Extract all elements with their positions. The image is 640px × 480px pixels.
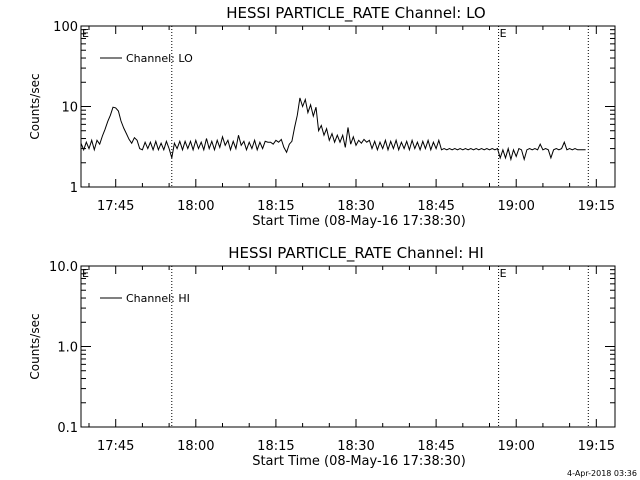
x-tick-label: 17:45 — [97, 199, 134, 214]
x-axis-label: Start Time (08-May-16 17:38:30) — [252, 454, 466, 469]
x-tick-label: 18:30 — [337, 439, 374, 454]
y-tick-label: 0.1 — [57, 421, 78, 436]
x-tick-label: 18:45 — [417, 439, 454, 454]
footer-stamp: 4-Apr-2018 03:36 — [567, 469, 637, 478]
x-tick-label: 18:15 — [257, 439, 294, 454]
plot-frame — [80, 265, 616, 428]
x-tick-label: 19:00 — [497, 199, 534, 214]
chart-panel-hi: HESSI PARTICLE_RATE Channel: HI Counts/se… — [28, 244, 616, 469]
x-tick-label: 18:00 — [177, 199, 214, 214]
edge-annotation: E — [82, 267, 89, 280]
edge-annotation: E — [82, 27, 89, 40]
x-tick-label: 18:00 — [177, 439, 214, 454]
y-axis-label: Counts/sec — [28, 313, 42, 379]
legend-label: Channel: HI — [126, 292, 190, 305]
chart-title: HESSI PARTICLE_RATE Channel: HI — [228, 244, 484, 263]
event-annotation: E — [500, 27, 507, 40]
plot-frame — [80, 25, 616, 188]
y-tick-label: 1 — [70, 181, 78, 196]
y-tick-label: 10 — [61, 101, 78, 116]
x-tick-label: 17:45 — [97, 439, 134, 454]
chart-panel-lo: HESSI PARTICLE_RATE Channel: LO Counts/se… — [28, 4, 616, 229]
y-tick-label: 10.0 — [49, 260, 78, 275]
x-tick-label: 18:30 — [337, 199, 374, 214]
event-annotation: E — [500, 267, 507, 280]
x-axis-label: Start Time (08-May-16 17:38:30) — [252, 214, 466, 229]
chart-title: HESSI PARTICLE_RATE Channel: LO — [226, 4, 485, 23]
y-tick-label: 1.0 — [57, 341, 78, 356]
x-tick-label: 18:45 — [417, 199, 454, 214]
legend-label: Channel: LO — [126, 52, 193, 65]
x-tick-label: 19:15 — [578, 199, 615, 214]
x-tick-label: 19:00 — [497, 439, 534, 454]
series-line — [80, 97, 586, 162]
x-tick-label: 18:15 — [257, 199, 294, 214]
y-tick-label: 100 — [53, 20, 78, 35]
x-tick-label: 19:15 — [578, 439, 615, 454]
y-axis-label: Counts/sec — [28, 73, 42, 139]
